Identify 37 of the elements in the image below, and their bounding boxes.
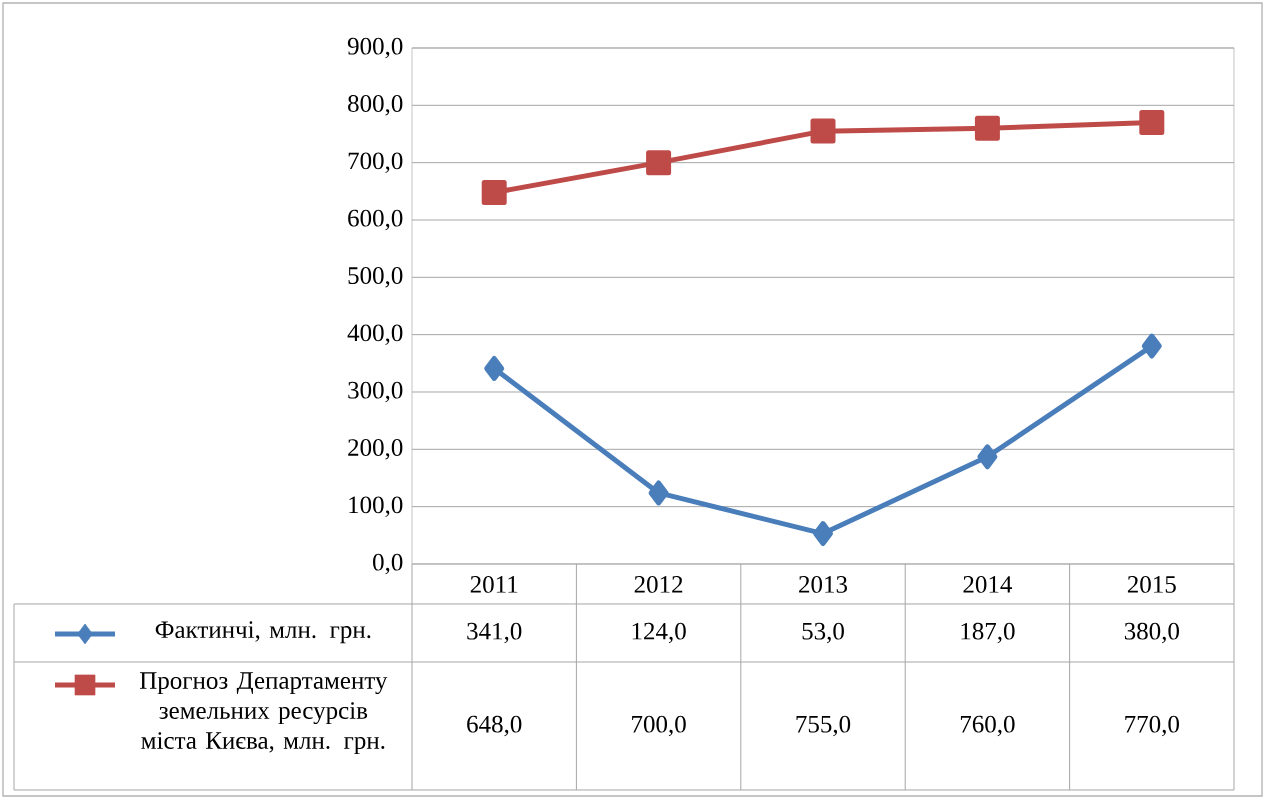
point (646, 150, 672, 176)
y-tick-label: 700,0 (348, 152, 403, 173)
point (810, 118, 836, 144)
point (974, 115, 1000, 141)
point (977, 444, 998, 470)
data-label: 760,0 (960, 715, 1015, 737)
point (1139, 110, 1165, 136)
data-label: 700,0 (632, 715, 686, 737)
y-tick-label: 900,0 (347, 37, 403, 59)
point (648, 480, 669, 506)
x-tick-label: 2015 (1127, 575, 1176, 593)
data-label: 187,0 (961, 622, 1015, 644)
legend-label: Прогноз Департаменту земельних ресурсів міста Києва, млн. грн. (139, 672, 388, 755)
y-tick-label: 500,0 (348, 267, 403, 288)
y-tick-label: 0,0 (373, 553, 403, 575)
data-label: 124,0 (632, 622, 686, 644)
data-label: 755,0 (796, 715, 851, 737)
point (1141, 333, 1162, 359)
x-tick-label: 2013 (799, 575, 848, 593)
x-tick-label: 2012 (634, 575, 683, 593)
legend-label: Фактинчі, млн. грн. (155, 621, 371, 644)
point (481, 179, 507, 205)
y-tick-label: 100,0 (349, 496, 403, 517)
x-tick-label: 2014 (963, 575, 1012, 593)
data-label: 53,0 (802, 622, 844, 644)
y-tick-label: 200,0 (348, 439, 403, 460)
x-tick-label: 2011 (470, 575, 518, 593)
y-tick-label: 600,0 (348, 209, 403, 231)
point (484, 355, 505, 381)
y-tick-label: 300,0 (348, 381, 403, 403)
data-label: 380,0 (1124, 622, 1179, 644)
y-tick-label: 400,0 (347, 324, 403, 345)
data-label: 341,0 (467, 622, 522, 644)
data-label: 770,0 (1125, 715, 1179, 737)
point (813, 521, 833, 547)
data-label: 648,0 (467, 715, 522, 737)
y-tick-label: 800,0 (348, 95, 403, 116)
